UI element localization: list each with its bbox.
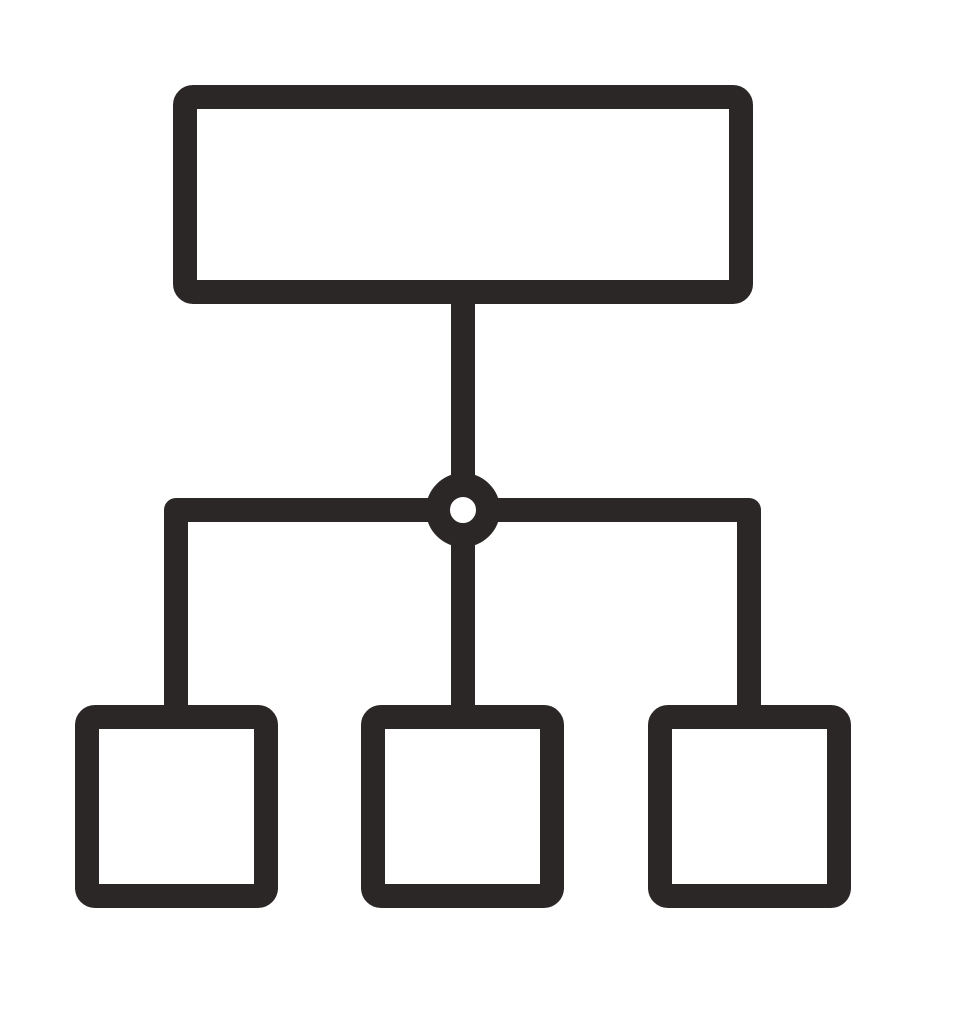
node-child-3 bbox=[660, 717, 839, 896]
node-junction bbox=[438, 485, 488, 535]
edge-junction-to-child-3 bbox=[498, 510, 749, 706]
node-child-1 bbox=[87, 717, 266, 896]
node-child-2 bbox=[373, 717, 552, 896]
node-root bbox=[185, 97, 741, 292]
edge-junction-to-child-1 bbox=[176, 510, 428, 706]
hierarchy-diagram bbox=[0, 0, 972, 1023]
